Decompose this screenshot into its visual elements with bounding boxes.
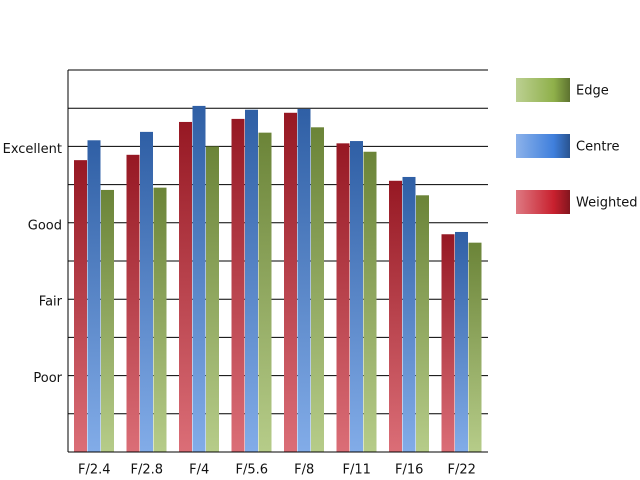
legend-label: Edge (576, 84, 609, 99)
legend-swatch (516, 78, 570, 102)
bar (455, 231, 468, 452)
bar (245, 109, 258, 452)
bar (258, 132, 272, 452)
bar (192, 105, 206, 453)
bar (350, 141, 363, 452)
bar (402, 176, 416, 452)
y-tick-label: Excellent (3, 142, 62, 157)
x-tick-label: F/4 (189, 463, 209, 478)
legend-swatch (516, 134, 570, 158)
x-tick-label: F/16 (395, 463, 423, 478)
bar (441, 234, 455, 452)
bar (153, 187, 167, 452)
bar (87, 140, 101, 452)
bar (126, 154, 140, 452)
bar (101, 189, 114, 452)
x-tick-label: F/2.8 (130, 463, 163, 478)
legend-swatch (516, 190, 570, 214)
bar (297, 108, 311, 453)
bar (179, 121, 192, 453)
bar (140, 131, 153, 452)
legend-label: Weighted (576, 196, 638, 211)
y-tick-label: Poor (33, 371, 62, 386)
y-tick-label: Fair (39, 295, 63, 310)
y-tick-label: Good (28, 218, 62, 233)
legend-label: Centre (576, 140, 619, 155)
bar (336, 143, 350, 452)
bar (389, 180, 402, 452)
x-tick-label: F/2.4 (78, 463, 111, 478)
bar (231, 118, 245, 452)
bar (468, 242, 482, 452)
bar (311, 127, 324, 453)
x-tick-label: F/5.6 (235, 463, 268, 478)
x-tick-label: F/22 (448, 463, 476, 478)
bar (284, 112, 297, 452)
x-tick-label: F/11 (343, 463, 371, 478)
bar (363, 151, 377, 453)
bar (74, 160, 87, 453)
bar (206, 146, 219, 452)
x-tick-label: F/8 (294, 463, 314, 478)
bar (416, 195, 429, 452)
